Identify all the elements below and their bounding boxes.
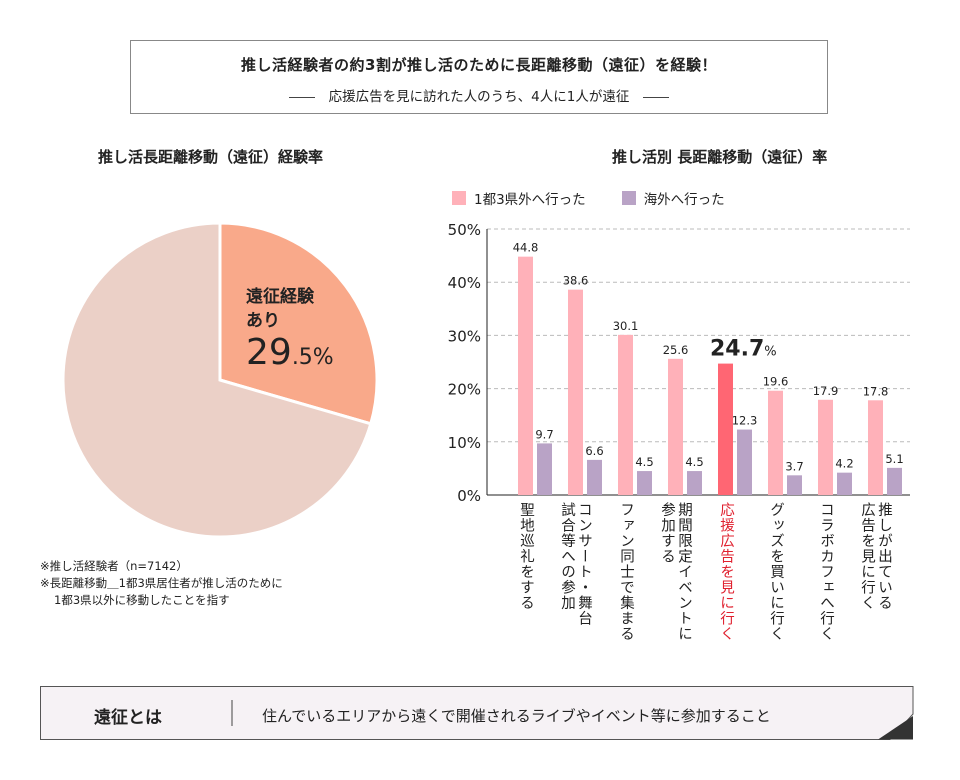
pie-chart [61,221,379,539]
category-label-2: ファン同士で集まる [617,502,634,642]
notes: ※推し活経験者（n=7142） ※長距離移動＿1都3県居住者が推し活のために 1… [40,558,283,609]
category-label-line: グッズを買いに行く [768,502,784,642]
note-2: ※長距離移動＿1都3県居住者が推し活のために [40,576,283,590]
bar-value-label: 9.7 [535,427,553,441]
category-label-line: ファン同士で集まる [618,502,634,642]
category-label-0: 聖地巡礼をする [517,502,534,611]
pie-label: 遠征経験 あり [246,285,314,333]
subtitle-text: 応援広告を見に訪れた人のうち、4人に1人が遠征 [328,89,630,105]
bar-value-label: 38.6 [563,274,589,288]
main-title: 推し活経験者の約3割が推し活のために長距離移動（遠征）を経験！ [241,56,717,74]
bar-domestic-6 [818,399,833,495]
bar-domestic-2 [618,334,633,495]
bar-overseas-1 [587,459,602,495]
bar-value-label: 3.7 [785,459,803,473]
bar-overseas-3 [687,471,702,495]
y-tick-label: 10% [448,434,481,452]
bar-overseas-7 [887,467,902,495]
bar-value-label: 17.8 [863,384,889,398]
bar-overseas-0 [537,443,552,495]
bar-value-label: 44.8 [513,241,539,255]
category-label-line: 推しが出ている [876,502,892,611]
bar-value-label: 4.2 [835,457,853,471]
bar-value-label: 30.1 [613,319,639,333]
category-label-line: 聖地巡礼をする [518,502,534,611]
pie-value-dec: .5% [291,345,334,370]
bar-domestic-7 [868,400,883,495]
bar-value-label: 6.6 [585,444,603,458]
legend-swatch-overseas [621,191,636,205]
pie-value-int: 29 [246,332,292,373]
bar-domestic-0 [518,256,533,495]
category-label-1: コンサート・舞台 試合等への参加 [558,502,592,626]
bar-domestic-1 [568,289,583,495]
category-label-line: コンサート・舞台 [576,502,592,626]
pie-value: 29.5% [246,332,334,373]
note-1: ※推し活経験者（n=7142） [40,559,188,573]
y-tick-label: 50% [448,221,481,239]
bar-overseas-5 [787,475,802,495]
legend: 1都3県外へ行った 海外へ行った [452,188,725,208]
bar-overseas-4 [737,429,752,495]
legend-swatch-domestic [452,191,466,205]
note-3: 1都3県以外に移動したことを指す [54,593,230,607]
bar-domestic-5 [768,390,783,495]
category-label-line: 応援広告を見に行く [718,502,734,642]
y-tick-label: 20% [448,381,481,399]
pie-slice-1 [61,221,373,539]
bar-value-label: 17.9 [813,384,839,398]
bar-domestic-3 [668,358,683,495]
category-label-line: 期間限定イベントに [676,502,692,642]
category-label-line: 参加する [659,502,675,564]
bar-value-label: 12.3 [732,414,758,428]
pie-title: 推し活長距離移動（遠征）経験率 [98,148,324,166]
definition-banner [40,686,914,740]
bar-value-label: 19.6 [763,375,789,389]
pie-slice-0 [218,221,379,426]
bar-overseas-6 [837,472,852,495]
bar-domestic-4 [718,363,733,495]
bar-value-label: 5.1 [885,452,903,466]
category-label-3: 期間限定イベントに 参加する [658,502,692,642]
category-label-4: 応援広告を見に行く [717,502,734,642]
y-tick-label: 40% [448,274,481,292]
category-label-line: コラボカフェへ行く [818,502,834,642]
category-label-6: コラボカフェへ行く [817,502,834,642]
banner-definition: 住んでいるエリアから遠くで開催されるライブやイベント等に参加すること [262,707,771,725]
pie-label-line1: 遠征経験 [246,287,314,307]
bar-value-label: 4.5 [685,455,703,469]
pie-label-line2: あり [246,311,280,331]
bar-value-label: 25.6 [663,343,689,357]
subtitle: 応援広告を見に訪れた人のうち、4人に1人が遠征 [131,85,827,105]
legend-domestic: 1都3県外へ行った [474,192,586,208]
category-label-line: 試合等への参加 [559,502,575,611]
y-tick-label: 0% [457,487,481,505]
bar-title: 推し活別 長距離移動（遠征）率 [612,148,828,166]
legend-overseas: 海外へ行った [643,192,725,208]
category-label-7: 推しが出ている 広告を見に行く [858,502,892,611]
category-label-5: グッズを買いに行く [767,502,784,642]
banner-term: 遠征とは [94,708,162,728]
bar-value-label: 4.5 [635,455,653,469]
bar-overseas-2 [637,471,652,495]
category-label-line: 広告を見に行く [859,502,875,611]
y-tick-label: 30% [448,327,481,345]
title-box: 推し活経験者の約3割が推し活のために長距離移動（遠征）を経験！ 応援広告を見に訪… [130,40,828,114]
highlight-value-label: 24.7% [710,337,777,362]
